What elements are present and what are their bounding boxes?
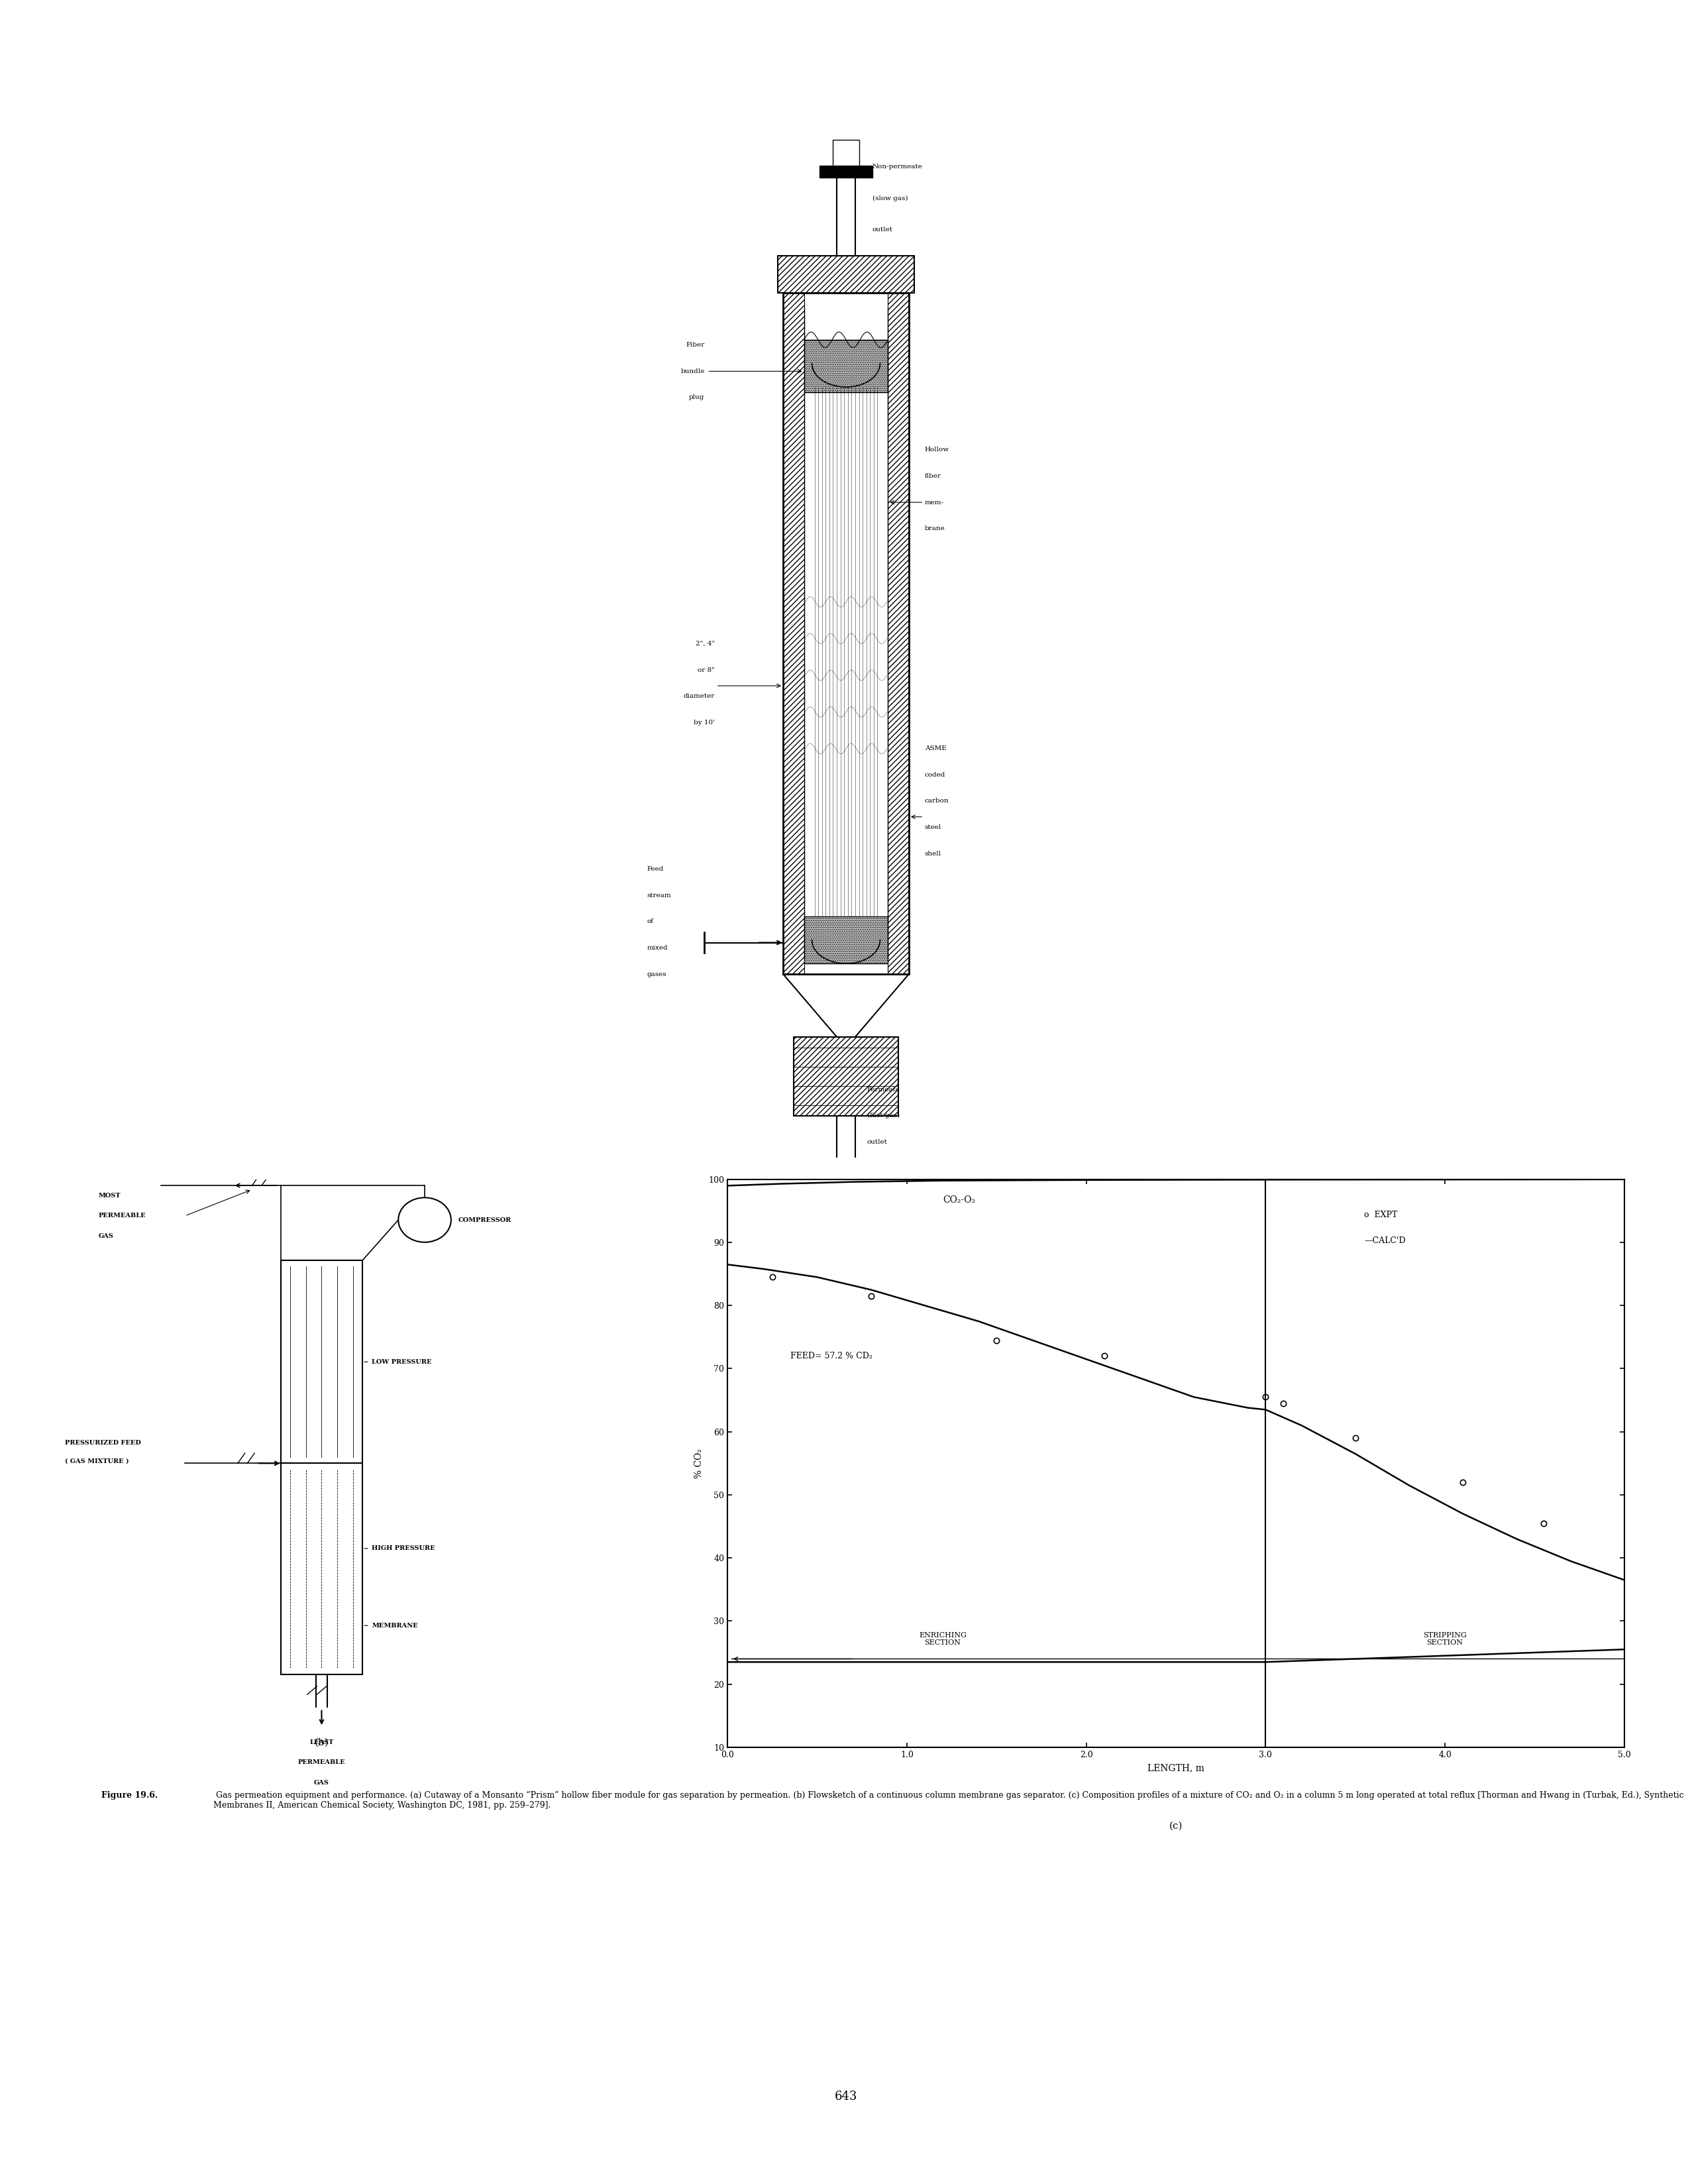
Text: PRESSURIZED FEED: PRESSURIZED FEED	[64, 1439, 140, 1446]
Text: LEAST: LEAST	[310, 1738, 333, 1745]
Bar	[281, 1260, 362, 1463]
Bar	[838, 162, 854, 256]
Text: of: of	[646, 919, 653, 924]
Text: gases: gases	[646, 972, 667, 976]
Text: mem-: mem-	[924, 500, 944, 505]
Text: fiber: fiber	[924, 474, 941, 478]
Text: (a): (a)	[839, 1184, 853, 1192]
Text: brane: brane	[924, 526, 944, 531]
Text: outlet: outlet	[871, 227, 893, 234]
Text: STRIPPING
SECTION: STRIPPING SECTION	[1423, 1631, 1467, 1647]
Text: ( GAS MIXTURE ): ( GAS MIXTURE )	[64, 1459, 129, 1463]
Bar	[838, 1116, 854, 1168]
Text: steel: steel	[924, 823, 941, 830]
Bar	[778, 256, 914, 293]
Text: 2", 4": 2", 4"	[695, 640, 716, 646]
Text: FEED= 57.2 % CD₂: FEED= 57.2 % CD₂	[790, 1352, 873, 1361]
Text: bundle: bundle	[680, 369, 704, 373]
Text: shell: shell	[924, 850, 941, 856]
Text: —CALC'D: —CALC'D	[1364, 1236, 1406, 1245]
Text: 643: 643	[834, 2090, 858, 2103]
Circle shape	[398, 1197, 452, 1243]
Text: Feed: Feed	[646, 867, 663, 871]
Bar	[804, 917, 888, 963]
Text: (slow gas): (slow gas)	[871, 194, 907, 201]
Text: Non-permeate: Non-permeate	[871, 164, 922, 170]
Bar	[821, 166, 871, 177]
Text: GAS: GAS	[315, 1780, 330, 1787]
Text: mixed: mixed	[646, 946, 668, 950]
Text: MEMBRANE: MEMBRANE	[372, 1623, 418, 1629]
Bar	[794, 1037, 898, 1116]
Text: stream: stream	[646, 893, 672, 898]
Text: ASME: ASME	[924, 745, 946, 751]
Text: ENRICHING
SECTION: ENRICHING SECTION	[919, 1631, 966, 1647]
Bar	[804, 341, 888, 393]
Text: PERMEABLE: PERMEABLE	[98, 1212, 146, 1219]
Text: coded: coded	[924, 771, 946, 778]
Text: carbon: carbon	[924, 797, 949, 804]
X-axis label: LENGTH, m: LENGTH, m	[1147, 1765, 1205, 1773]
Text: plug: plug	[689, 395, 704, 400]
Text: o  EXPT: o EXPT	[1364, 1210, 1398, 1219]
Text: Figure 19.6.: Figure 19.6.	[102, 1791, 157, 1800]
Text: GAS: GAS	[98, 1234, 113, 1238]
Text: (c): (c)	[1169, 1821, 1183, 1830]
Bar	[281, 1463, 362, 1675]
Text: CO₂-O₂: CO₂-O₂	[942, 1195, 975, 1203]
Text: PERMEABLE: PERMEABLE	[298, 1760, 345, 1765]
Text: HIGH PRESSURE: HIGH PRESSURE	[372, 1546, 435, 1551]
Y-axis label: % CO₂: % CO₂	[694, 1448, 704, 1479]
Text: or 8": or 8"	[697, 666, 716, 673]
Bar	[888, 293, 909, 974]
Bar	[821, 1166, 871, 1175]
Text: Fiber: Fiber	[685, 343, 704, 347]
Text: outlet: outlet	[866, 1138, 887, 1144]
Text: LOW PRESSURE: LOW PRESSURE	[372, 1358, 431, 1365]
Text: (fast gas): (fast gas)	[866, 1112, 900, 1118]
Text: Hollow: Hollow	[924, 448, 949, 452]
Text: Gas permeation equipment and performance. (a) Cutaway of a Monsanto “Prism” holl: Gas permeation equipment and performance…	[213, 1791, 1684, 1811]
Text: MOST: MOST	[98, 1192, 120, 1199]
Bar	[832, 140, 860, 166]
Text: COMPRESSOR: COMPRESSOR	[459, 1216, 511, 1223]
Bar	[783, 293, 804, 974]
Text: diameter: diameter	[684, 692, 716, 699]
Text: Permeate: Permeate	[866, 1085, 900, 1092]
Text: (b): (b)	[315, 1738, 328, 1747]
Text: by 10': by 10'	[694, 719, 716, 725]
